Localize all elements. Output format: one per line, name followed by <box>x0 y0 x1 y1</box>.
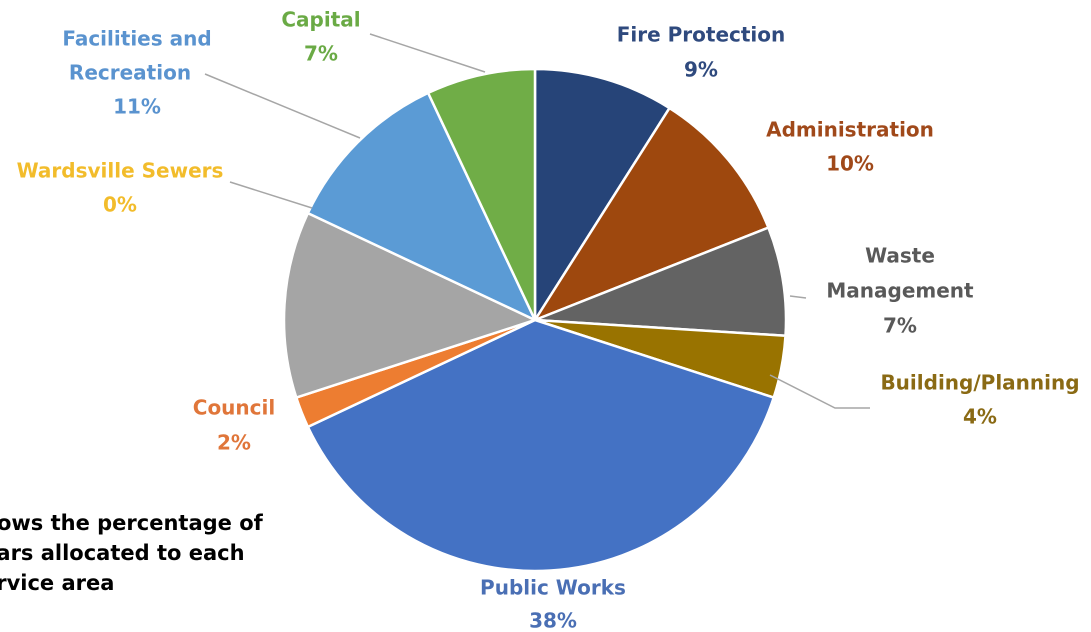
chart-caption: hows the percentage of llars allocated t… <box>0 511 263 595</box>
data-label-capital: Capital 7% <box>281 8 360 66</box>
slice-percent-label: 7% <box>304 42 338 66</box>
data-label-wardsville-sewers: Wardsville Sewers 0% <box>17 159 224 217</box>
data-label-fire-protection: Fire Protection 9% <box>617 23 786 82</box>
slice-name-label: Waste <box>865 244 935 268</box>
slice-percent-label: 11% <box>113 95 161 119</box>
leader-line-wardsville-sewers <box>229 181 313 209</box>
pie-slice-administration <box>533 106 770 322</box>
pie-slice-waste-management <box>533 226 788 338</box>
data-label-waste-management: Waste Management 7% <box>826 244 974 338</box>
slice-name-label: Administration <box>766 118 934 142</box>
slice-percent-label: 4% <box>963 405 997 429</box>
pie-slice-public-works <box>306 318 775 573</box>
slice-name-label: Recreation <box>69 61 191 85</box>
slice-name-label: Capital <box>281 8 360 32</box>
data-label-council: Council 2% <box>193 396 275 455</box>
leader-line-building-planning <box>769 374 870 409</box>
slice-name-label: Management <box>826 279 974 303</box>
slice-percent-label: 10% <box>826 152 874 176</box>
pie-slice-fire-protection <box>533 67 671 322</box>
data-label-administration: Administration 10% <box>766 118 934 176</box>
data-label-facilities-and-recreation: Facilities and Recreation 11% <box>62 27 211 119</box>
leader-line-capital <box>369 33 486 73</box>
slice-percent-label: 7% <box>883 314 917 338</box>
slice-percent-label: 0% <box>103 193 137 217</box>
data-label-building-planning: Building/Planning 4% <box>880 371 1079 429</box>
leader-line-facilities-and-recreation <box>204 73 361 139</box>
pie-slice-capital <box>426 67 537 322</box>
slice-name-label: Wardsville Sewers <box>17 159 224 183</box>
slice-name-label: Building/Planning <box>880 371 1079 395</box>
slice-name-label: Fire Protection <box>617 23 786 47</box>
pie-slice-facilities-and-recreation <box>306 91 537 322</box>
data-label-public-works: Public Works 38% <box>480 576 626 632</box>
slice-name-label: Facilities and <box>62 27 211 51</box>
slice-name-label: Council <box>193 396 275 420</box>
slice-percent-label: 9% <box>684 58 718 82</box>
slice-name-label: Public Works <box>480 576 626 600</box>
slice-percent-label: 38% <box>529 609 577 632</box>
pie-slice-unlabeled <box>282 211 537 399</box>
slice-percent-label: 2% <box>217 431 251 455</box>
leader-line-waste-management <box>789 295 807 299</box>
